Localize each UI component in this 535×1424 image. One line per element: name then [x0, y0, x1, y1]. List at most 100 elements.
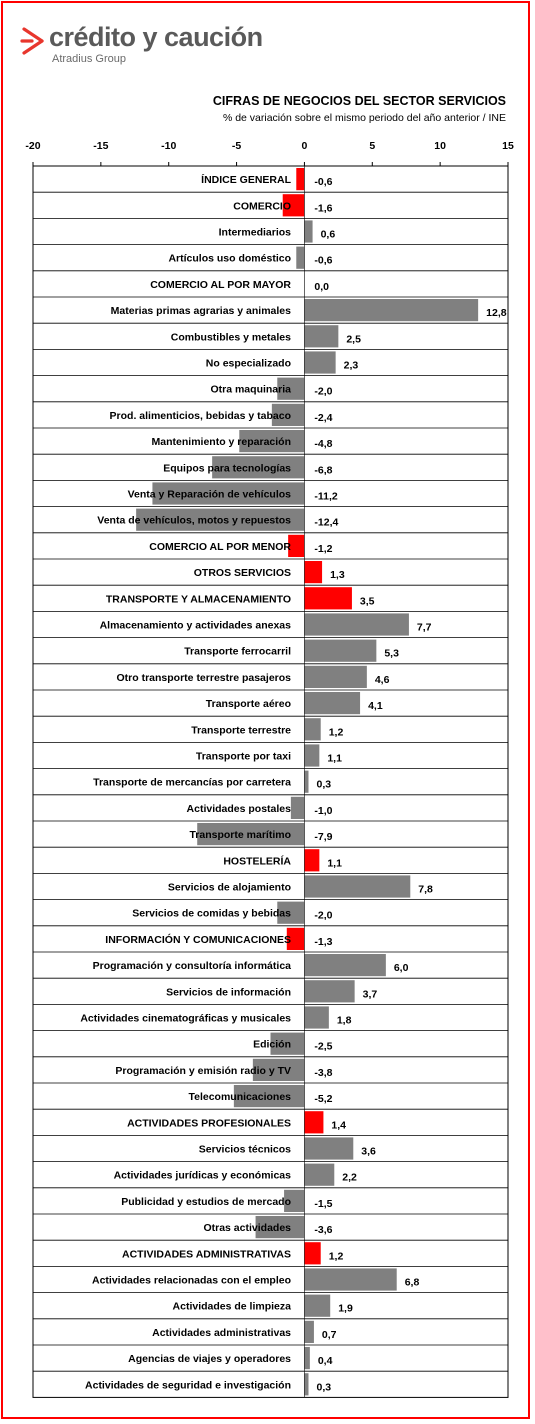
bar	[304, 1006, 329, 1029]
category-label: Actividades de limpieza	[173, 1301, 292, 1313]
bar	[277, 377, 305, 400]
category-label: Otras actividades	[203, 1222, 291, 1234]
x-tick-label: 5	[369, 140, 375, 152]
data-label: 1,3	[330, 569, 345, 581]
brand-mark-icon	[20, 27, 44, 55]
category-label: Servicios técnicos	[199, 1144, 291, 1156]
bar	[304, 744, 320, 767]
data-label: -5,2	[314, 1093, 332, 1105]
data-label: 7,7	[417, 622, 432, 634]
bar	[304, 639, 377, 662]
data-label: 0,3	[317, 1381, 332, 1393]
data-label: -2,5	[314, 1041, 332, 1053]
data-label: 0,4	[318, 1355, 333, 1367]
bar	[304, 351, 336, 374]
data-label: -1,3	[314, 936, 332, 948]
data-label: -3,8	[314, 1067, 332, 1079]
category-label: Programación y consultoría informática	[93, 960, 292, 972]
bar	[290, 796, 305, 819]
category-label: INFORMACIÓN Y COMUNICACIONES	[105, 933, 291, 946]
data-label: 2,2	[342, 1172, 357, 1184]
chart-title: CIFRAS DE NEGOCIOS DEL SECTOR SERVICIOS	[213, 94, 506, 108]
data-label: -2,4	[314, 412, 332, 424]
bar	[304, 1347, 310, 1370]
bar	[304, 1242, 321, 1265]
data-label: 1,1	[327, 857, 342, 869]
bar	[152, 482, 305, 505]
data-label: -1,5	[314, 1198, 332, 1210]
bar	[304, 1137, 354, 1160]
data-label: 3,5	[360, 595, 375, 607]
category-labels: ÍNDICE GENERAL COMERCIO Intermediarios Artí…	[80, 173, 291, 1391]
category-label: Prod. alimenticios, bebidas y tabaco	[110, 410, 291, 422]
category-label: Servicios de comidas y bebidas	[132, 908, 291, 920]
data-label: 1,2	[329, 1250, 344, 1262]
bar	[270, 1032, 305, 1055]
bar	[304, 954, 386, 977]
category-label: Actividades jurídicas y económicas	[114, 1170, 292, 1182]
bar	[212, 456, 305, 479]
category-label: Artículos uso doméstico	[168, 253, 291, 265]
bar	[304, 1268, 397, 1291]
category-label: Almacenamiento y actividades anexas	[100, 620, 292, 632]
category-label: Telecomunicaciones	[188, 1091, 291, 1103]
category-label: Venta y Reparación de vehículos	[128, 489, 292, 501]
data-label: 12,8	[486, 307, 507, 319]
bar	[304, 875, 411, 898]
x-tick-label: 0	[302, 140, 308, 152]
data-label: 4,6	[375, 674, 390, 686]
bar	[271, 403, 305, 426]
bar	[304, 1163, 335, 1186]
bar	[304, 613, 409, 636]
category-label: No especializado	[206, 358, 291, 370]
bar	[284, 1189, 305, 1212]
bar	[288, 534, 305, 557]
category-label: Venta de vehículos, motos y repuestos	[97, 515, 291, 527]
x-tick-label: -20	[25, 140, 40, 152]
category-label: Actividades relacionadas con el empleo	[92, 1275, 291, 1287]
bar	[282, 194, 305, 217]
data-label: 1,9	[338, 1303, 353, 1315]
category-label: Transporte por taxi	[196, 751, 291, 763]
category-label: Actividades administrativas	[152, 1327, 291, 1339]
x-tick-label: 10	[434, 140, 446, 152]
category-label: ACTIVIDADES PROFESIONALES	[127, 1117, 291, 1129]
bar	[304, 980, 355, 1003]
x-tick-label: 15	[502, 140, 514, 152]
data-label: 2,5	[346, 333, 361, 345]
data-label: 6,8	[405, 1277, 420, 1289]
category-label: Actividades cinematográficas y musicales	[80, 1013, 291, 1025]
gridlines	[32, 165, 509, 1398]
data-label: 2,3	[344, 360, 359, 372]
bar	[304, 299, 479, 322]
data-label: -6,8	[314, 464, 332, 476]
category-label: Edición	[253, 1039, 291, 1051]
category-label: Servicios de información	[166, 986, 291, 998]
category-label: Transporte de mercancías por carretera	[93, 777, 291, 789]
data-label: 1,4	[331, 1119, 346, 1131]
x-tick-label: -5	[232, 140, 241, 152]
category-label: OTROS SERVICIOS	[194, 567, 291, 579]
data-label: -0,6	[314, 255, 332, 267]
bar	[252, 1058, 305, 1081]
bars	[136, 168, 479, 1396]
category-label: Transporte marítimo	[189, 829, 291, 841]
data-label: 7,8	[418, 884, 433, 896]
bar	[239, 430, 305, 453]
bar	[304, 587, 352, 610]
data-label: 1,1	[327, 753, 342, 765]
category-label: Servicios de alojamiento	[168, 882, 291, 894]
data-label: -4,8	[314, 438, 332, 450]
data-label: 0,0	[314, 281, 329, 293]
bar	[255, 1216, 305, 1239]
bar	[304, 1320, 314, 1343]
data-label: 6,0	[394, 962, 409, 974]
category-label: ÍNDICE GENERAL	[201, 173, 291, 186]
bar	[286, 927, 305, 950]
data-label: -11,2	[314, 491, 338, 503]
plot-border	[32, 165, 509, 1398]
data-label: 3,6	[361, 1146, 376, 1158]
bar	[277, 901, 305, 924]
